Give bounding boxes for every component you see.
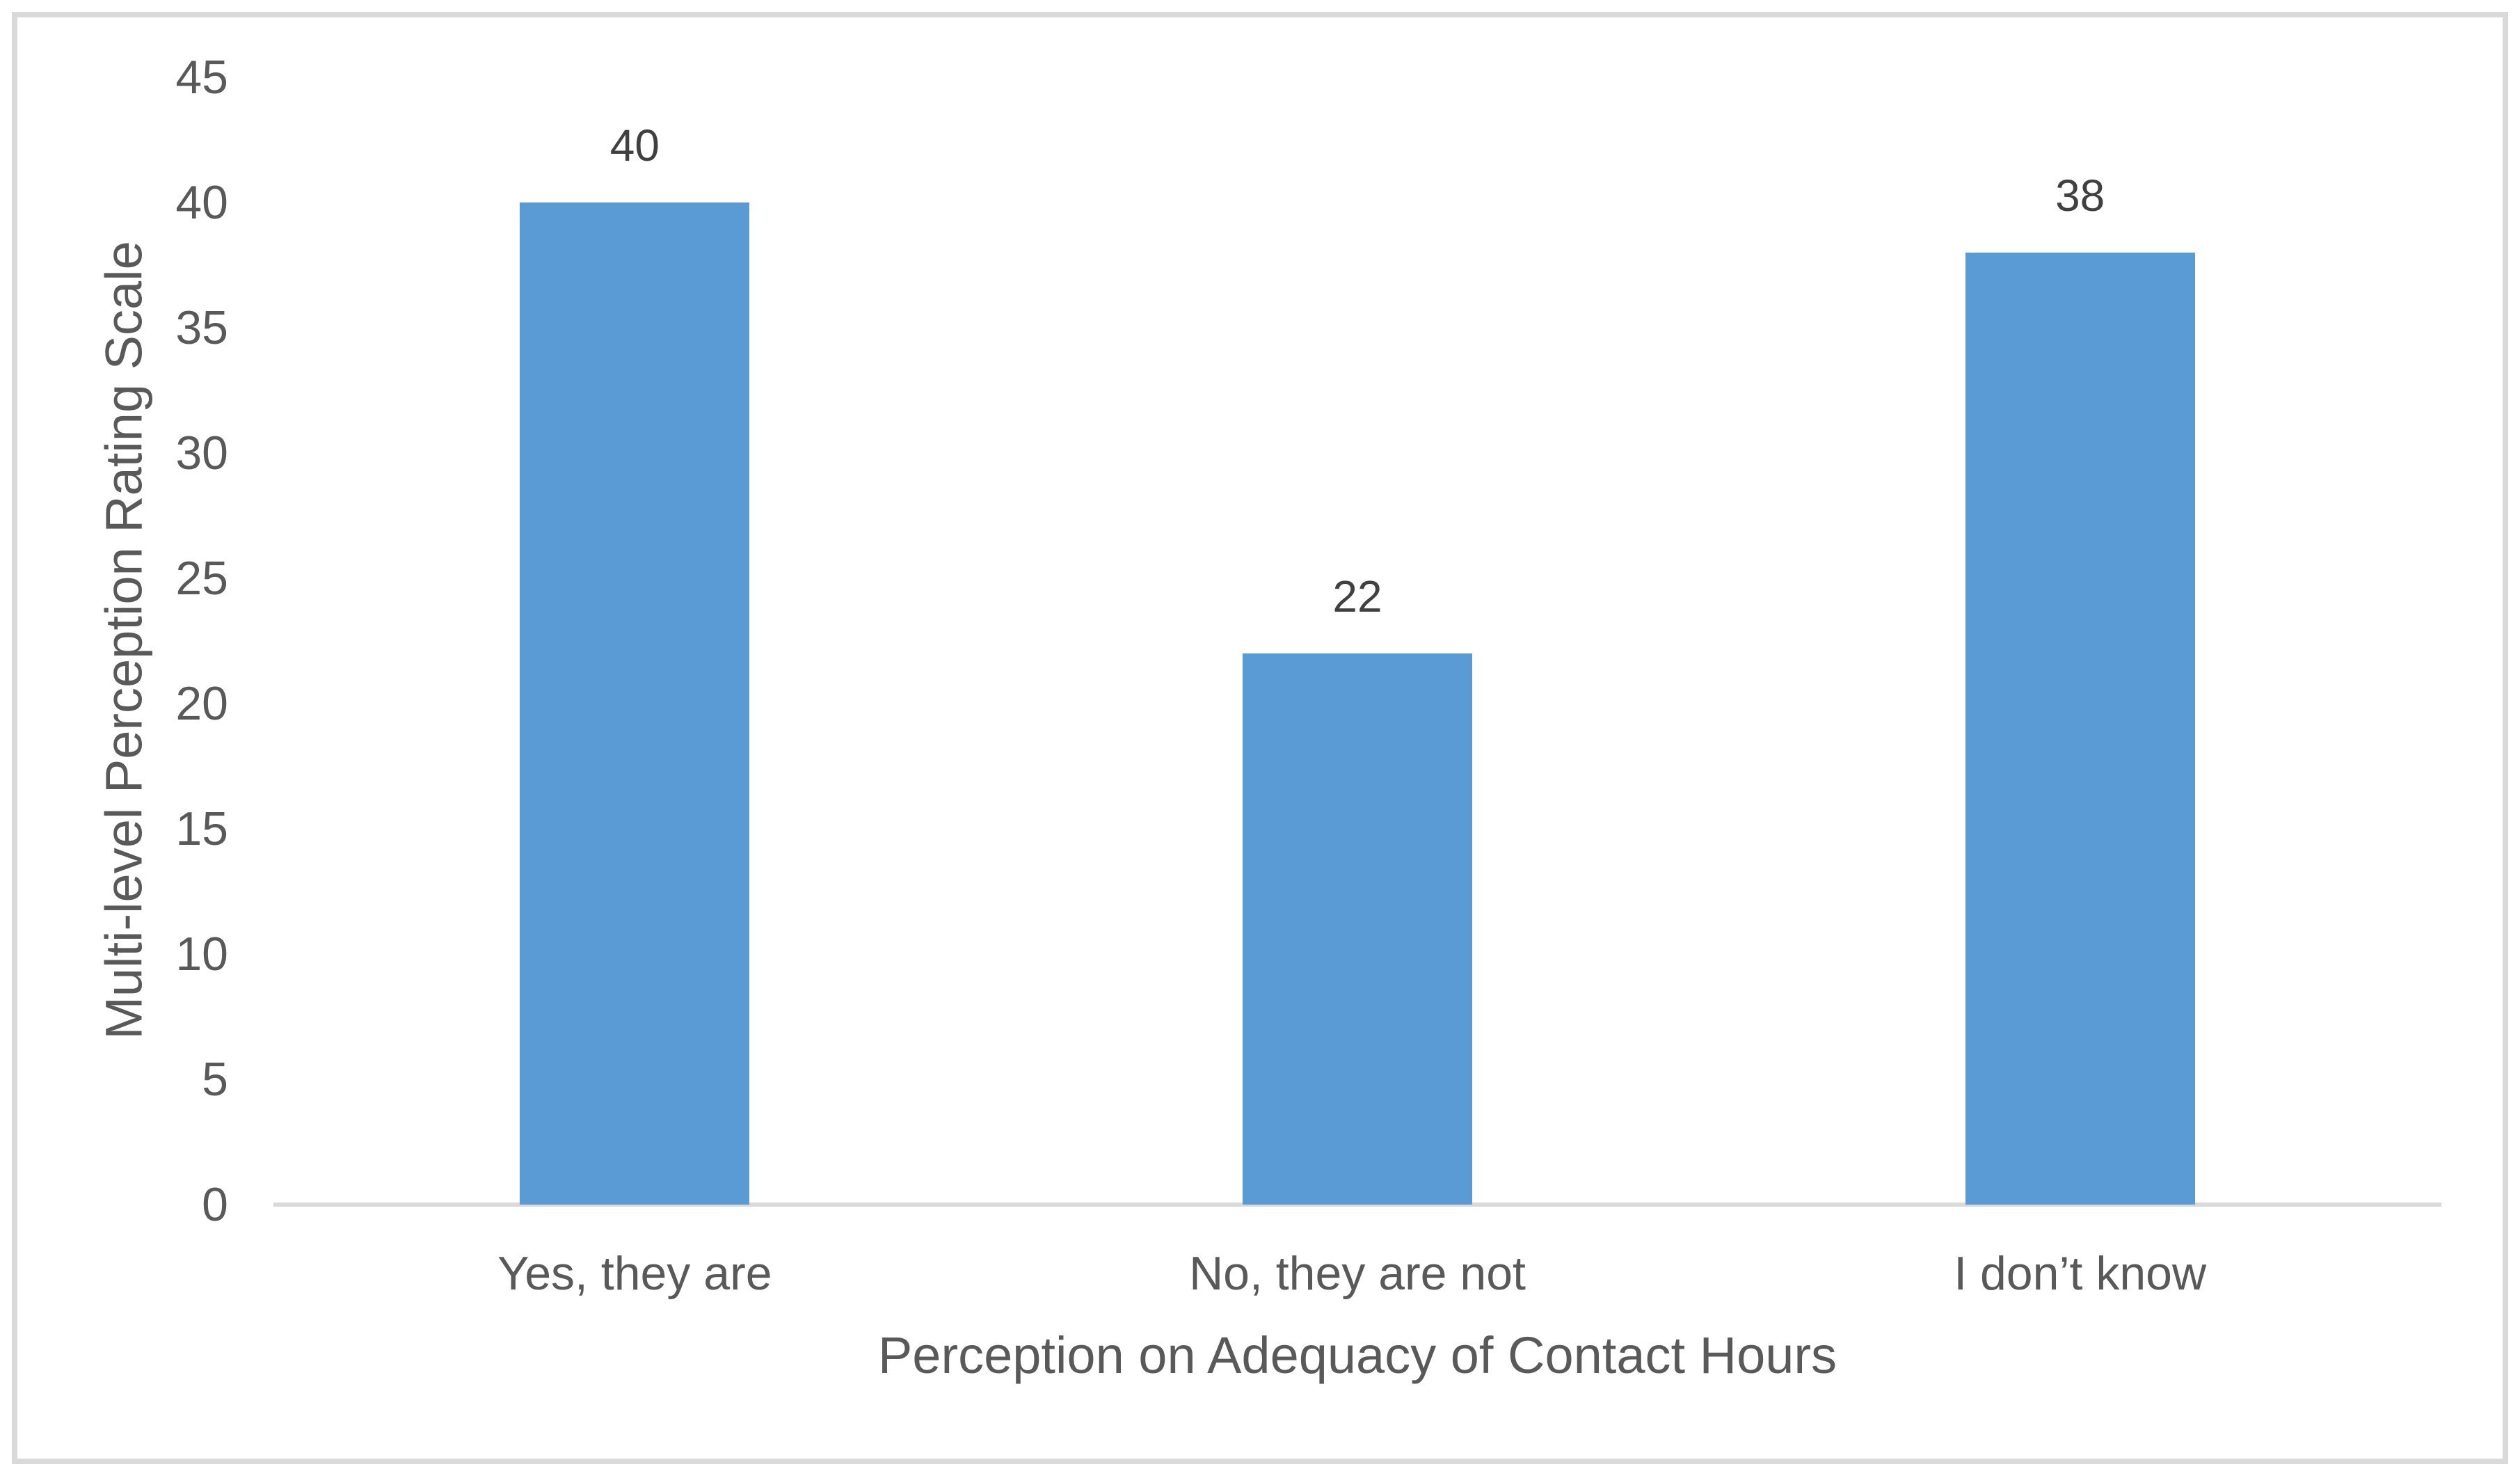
y-tick-label: 35: [175, 301, 228, 354]
y-tick-label: 45: [175, 51, 228, 104]
data-label-3: 38: [2055, 170, 2105, 221]
y-tick-label: 10: [175, 928, 228, 981]
y-tick-label: 15: [175, 802, 228, 855]
y-axis-title: Multi-level Perception Rating Scale: [95, 241, 153, 1040]
y-tick-label: 0: [202, 1178, 228, 1231]
bar-3: [1965, 253, 2195, 1205]
x-category-label-1: Yes, they are: [497, 1247, 772, 1300]
y-tick-label: 5: [202, 1053, 228, 1106]
x-category-label-2: No, they are not: [1189, 1247, 1526, 1300]
y-tick-label: 25: [175, 552, 228, 605]
x-category-label-3: I don’t know: [1954, 1247, 2207, 1300]
x-axis-line: [273, 1203, 2441, 1207]
y-tick-label: 30: [175, 427, 228, 479]
bar-2: [1243, 653, 1472, 1205]
x-axis-title: Perception on Adequacy of Contact Hours: [877, 1326, 1837, 1384]
data-label-1: 40: [609, 120, 660, 170]
bar-1: [520, 203, 750, 1205]
y-tick-label: 40: [175, 176, 228, 229]
data-label-2: 22: [1332, 571, 1382, 621]
y-tick-label: 20: [175, 677, 228, 730]
